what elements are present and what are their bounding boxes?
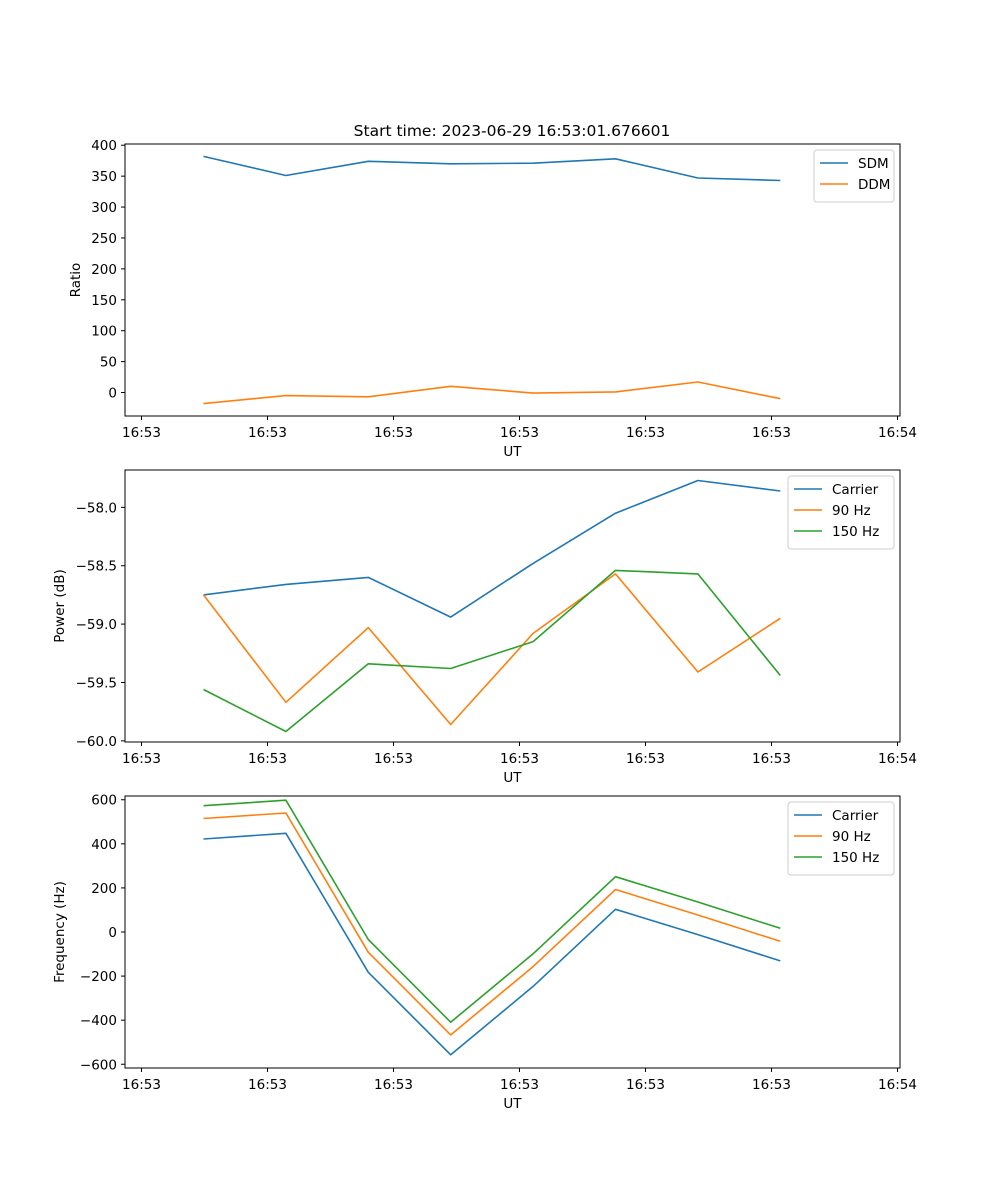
power-x-tick-label: 16:53 [248,751,287,767]
power-legend-label-150-hz: 150 Hz [832,524,879,540]
frequency-x-tick-label: 16:53 [248,1077,287,1093]
ratio-y-tick-label: 100 [91,324,117,340]
frequency-panel: 16:53 16:53 16:53 16:53 16:53 16:53 16:54 −600 −… [52,793,917,1112]
ratio-x-tick-label: 16:53 [374,425,413,441]
ratio-y-tick-label: 150 [91,293,117,309]
ratio-series-sdm-line [203,155,781,182]
power-x-tick-label: 16:53 [752,751,791,767]
frequency-x-tick-label: 16:53 [500,1077,539,1093]
ratio-axes-frame [124,143,901,417]
ratio-x-tick-label: 16:53 [500,425,539,441]
frequency-x-tick-label: 16:54 [878,1077,917,1093]
frequency-y-tick-label: 200 [91,881,117,897]
power-series-carrier-line [203,479,781,618]
ratio-x-tick-label: 16:53 [626,425,665,441]
frequency-y-tick-label: −400 [80,1013,117,1029]
power-series-90-hz-line [202,573,781,726]
frequency-y-tick-label: −600 [80,1057,117,1073]
ratio-y-tick-label: 300 [91,200,117,216]
frequency-series-90-hz-line [203,812,781,1036]
frequency-axes-frame [124,795,901,1069]
frequency-x-axis-label: UT [503,1096,522,1112]
ratio-y-tick-label: 200 [91,262,117,278]
ratio-x-tick-label: 16:53 [752,425,791,441]
power-y-tick-label: −58.5 [76,559,117,575]
frequency-x-tick-label: 16:53 [626,1077,665,1093]
power-series-150-hz-line [203,569,781,733]
frequency-y-tick-label: −200 [80,969,117,985]
frequency-series-150-hz-line [203,799,781,1024]
frequency-y-tick-label: 600 [91,793,117,809]
power-x-axis-label: UT [503,770,522,786]
ratio-y-tick-label: 400 [91,138,117,154]
frequency-x-tick-label: 16:53 [752,1077,791,1093]
power-y-tick-label: −60.0 [76,734,117,750]
ratio-y-tick-label: 250 [91,231,117,247]
frequency-y-axis-label: Frequency (Hz) [52,881,68,983]
power-x-tick-label: 16:53 [626,751,665,767]
power-y-axis-label: Power (dB) [52,569,68,642]
ratio-legend-label-ddm: DDM [858,177,890,193]
frequency-legend-label-carrier: Carrier [832,808,879,824]
frequency-legend-label-150-hz: 150 Hz [832,850,879,866]
chart-title: Start time: 2023-06-29 16:53:01.676601 [354,122,671,140]
power-x-tick-label: 16:53 [374,751,413,767]
ratio-y-tick-label: 0 [108,386,117,402]
ratio-y-tick-label: 50 [100,355,117,371]
power-y-tick-label: −59.5 [76,675,117,691]
power-panel: 16:53 16:53 16:53 16:53 16:53 16:53 16:54 −60.0… [52,469,917,786]
power-x-tick-label: 16:53 [122,751,161,767]
power-x-tick-label: 16:54 [878,751,917,767]
ratio-panel: 16:53 16:53 16:53 16:53 16:53 16:53 16:54 0 50 10… [68,138,917,460]
ratio-x-tick-label: 16:53 [248,425,287,441]
frequency-legend-label-90-hz: 90 Hz [832,829,871,845]
power-y-tick-label: −58.0 [76,500,117,516]
ratio-x-tick-label: 16:53 [122,425,161,441]
frequency-series-carrier-line [203,832,781,1056]
power-x-tick-label: 16:53 [500,751,539,767]
ratio-series-ddm-line [203,381,781,405]
ratio-x-axis-label: UT [503,444,522,460]
power-y-tick-label: −59.0 [76,617,117,633]
frequency-y-tick-label: 400 [91,837,117,853]
ratio-x-tick-label: 16:54 [878,425,917,441]
frequency-x-tick-label: 16:53 [122,1077,161,1093]
frequency-x-tick-label: 16:53 [374,1077,413,1093]
power-legend-label-90-hz: 90 Hz [832,503,871,519]
ratio-y-axis-label: Ratio [68,263,84,298]
frequency-y-tick-label: 0 [108,925,117,941]
ratio-y-tick-label: 350 [91,169,117,185]
power-axes-frame [124,469,901,743]
power-legend-label-carrier: Carrier [832,482,879,498]
ratio-legend-label-sdm: SDM [858,156,889,172]
